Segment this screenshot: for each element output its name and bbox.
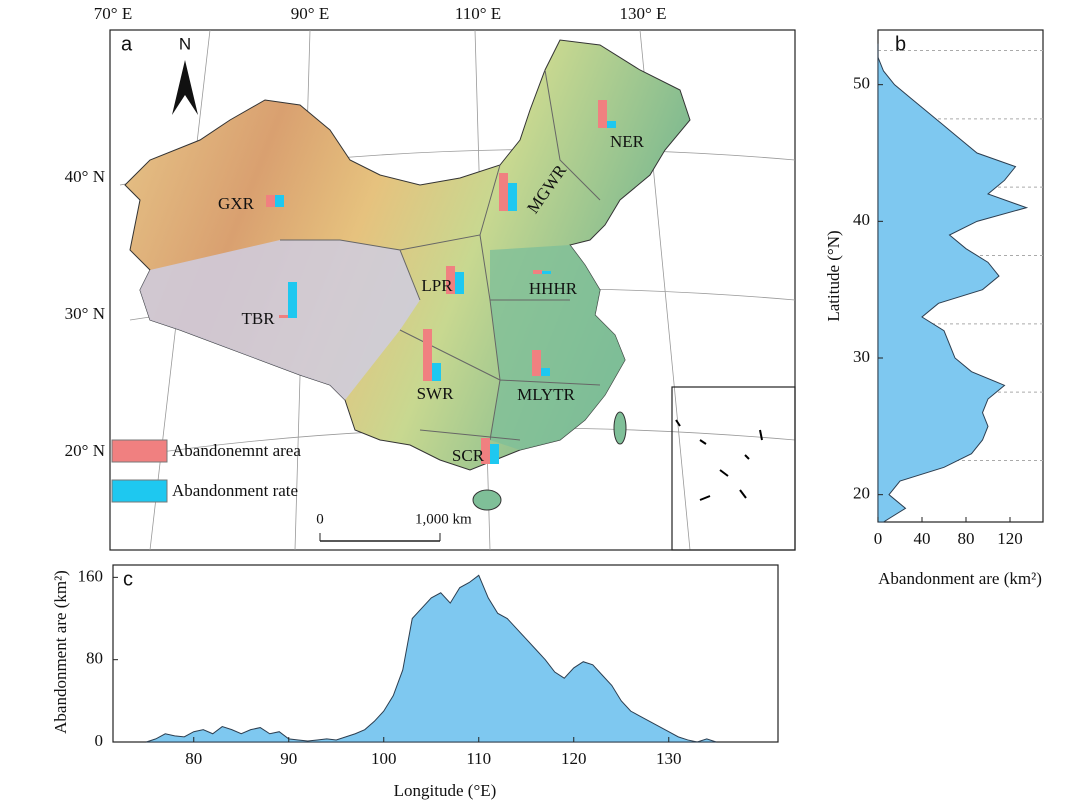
x-tick-label: 120 [561,749,587,768]
area-bar [499,173,508,211]
area-bar [598,100,607,128]
lat-label: 20° N [65,441,105,460]
y-tick-label: 80 [86,649,103,668]
rate-bar [275,195,284,207]
region-label: MLYTR [517,385,575,404]
area [146,574,717,743]
area-bar [279,315,288,318]
plateau [140,240,420,400]
rate-bar [432,363,441,381]
plains [490,245,625,450]
legend-swatch [111,479,168,503]
x-axis-label: Abandonment are (km²) [878,569,1042,588]
region-boundaries [280,69,601,441]
area-bar [533,270,542,274]
area-bar [423,329,432,381]
taiwan [613,411,627,445]
region-label: GXR [218,194,255,213]
y-axis-label: Abandonment are (km²) [51,570,70,734]
rate-bar [607,121,616,128]
x-tick-label: 130 [656,749,682,768]
legend-swatch [111,439,168,463]
lon-label: 70° E [94,4,132,23]
y-tick-label: 30 [853,347,870,366]
y-tick-label: 20 [853,484,870,503]
panel-label: a [121,33,133,55]
scale-label: 0 [316,511,324,527]
x-tick-label: 90 [280,749,297,768]
hainan [472,489,502,511]
rate-bar [288,282,297,318]
rate-bar [542,271,551,274]
north-arrow [172,60,198,115]
x-tick-label: 100 [371,749,397,768]
lon-label: 110° E [455,4,501,23]
area-bar [481,438,490,464]
x-tick-label: 110 [466,749,491,768]
rate-bar [490,444,499,464]
y-tick-label: 0 [95,731,104,750]
x-tick-label: 80 [185,749,202,768]
region-label: SWR [417,384,455,403]
area-bar [532,350,541,376]
x-tick-label: 80 [958,529,975,548]
inset-frame [671,386,796,551]
lon-label: 90° E [291,4,329,23]
lat-label: 40° N [65,167,105,186]
y-tick-label: 50 [853,74,870,93]
area-bar [446,266,455,294]
panel-label: b [895,33,906,55]
region-label: NER [610,132,645,151]
scale-label: 1,000 km [415,511,472,527]
region-label: TBR [241,309,275,328]
legend-label: Abandonemnt area [172,441,301,460]
y-axis-label: Latitude (°N) [824,230,843,321]
x-axis-label: Longitude (°E) [394,781,497,800]
inset-islands [675,419,763,501]
y-tick-label: 160 [78,566,104,585]
area [877,43,1029,523]
rate-bar [508,183,517,211]
rate-bar [541,368,550,376]
north-label: N [179,34,191,53]
y-tick-label: 40 [853,210,870,229]
lon-label: 130° E [620,4,667,23]
x-tick-label: 120 [997,529,1023,548]
x-tick-label: 40 [914,529,931,548]
region-label: SCR [452,446,485,465]
map-panel: N a 0 1,000 km [109,29,796,551]
legend-label: Abandonment rate [172,481,298,500]
region-label: LPR [421,276,453,295]
lat-label: 30° N [65,304,105,323]
area-bar [266,195,275,207]
x-tick-label: 0 [874,529,883,548]
region-label: HHHR [529,279,578,298]
map-frame [109,29,796,551]
rate-bar [455,272,464,294]
panel-label: c [123,568,133,590]
